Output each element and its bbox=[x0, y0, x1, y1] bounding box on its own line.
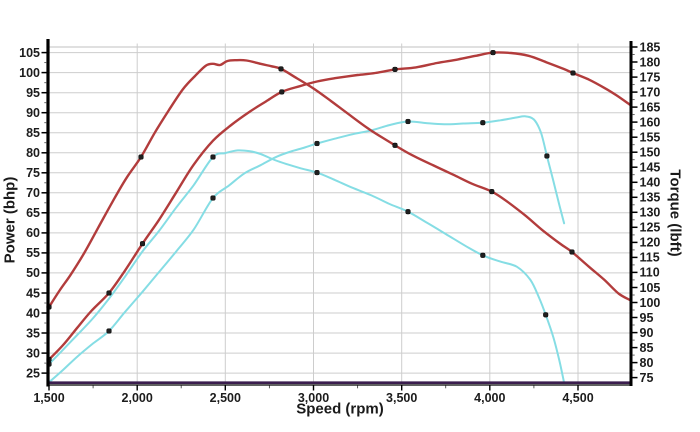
gridlines bbox=[48, 43, 630, 384]
svg-text:3,000: 3,000 bbox=[298, 391, 329, 405]
marker-tuned-torque bbox=[489, 189, 495, 195]
curve-tuned-power bbox=[47, 51, 632, 361]
marker-tuned-torque bbox=[278, 66, 284, 72]
svg-text:85: 85 bbox=[26, 126, 40, 140]
svg-text:75: 75 bbox=[26, 166, 40, 180]
svg-text:100: 100 bbox=[640, 296, 661, 310]
curve-standard-torque bbox=[48, 149, 566, 384]
marker-standard-torque bbox=[210, 154, 216, 160]
marker-standard-torque bbox=[314, 170, 320, 176]
marker-standard-power bbox=[314, 140, 320, 147]
svg-text:65: 65 bbox=[26, 206, 40, 220]
svg-text:100: 100 bbox=[19, 66, 40, 80]
svg-text:105: 105 bbox=[640, 281, 661, 295]
marker-standard-power bbox=[544, 153, 550, 159]
left-axis-ticks: 25 30 35 40 45 50 55 60 65 70 75 80 85 90 95 100 105 bbox=[19, 46, 47, 380]
svg-text:135: 135 bbox=[640, 191, 661, 205]
svg-text:70: 70 bbox=[26, 186, 40, 200]
svg-text:155: 155 bbox=[640, 131, 661, 145]
svg-text:25: 25 bbox=[26, 366, 40, 380]
svg-text:165: 165 bbox=[640, 100, 661, 114]
svg-text:60: 60 bbox=[26, 226, 40, 240]
x-axis-ticks: 1,500 2,000 2,500 3,000 3,500 4,000 4,500 bbox=[33, 385, 594, 405]
curve-tuned-torque bbox=[47, 58, 632, 309]
svg-text:4,000: 4,000 bbox=[474, 391, 505, 405]
svg-text:150: 150 bbox=[640, 146, 661, 160]
svg-text:1,500: 1,500 bbox=[33, 391, 64, 405]
svg-text:175: 175 bbox=[640, 70, 661, 84]
marker-standard-power bbox=[210, 195, 216, 201]
marker-tuned-torque bbox=[392, 142, 398, 148]
x-axis-title: Speed (rpm) bbox=[296, 400, 384, 418]
svg-text:130: 130 bbox=[640, 206, 661, 220]
svg-text:40: 40 bbox=[26, 306, 40, 320]
svg-text:145: 145 bbox=[640, 161, 661, 175]
svg-text:3,500: 3,500 bbox=[386, 391, 417, 405]
svg-text:30: 30 bbox=[26, 346, 40, 360]
marker-standard-torque bbox=[543, 312, 549, 318]
right-axis-title: Torque (lbft) bbox=[666, 169, 684, 257]
svg-text:2,500: 2,500 bbox=[210, 391, 241, 405]
marker-tuned-power bbox=[139, 241, 146, 247]
marker-standard-power bbox=[106, 328, 112, 334]
marker-tuned-torque bbox=[138, 154, 144, 160]
marker-standard-torque bbox=[480, 252, 486, 258]
marker-tuned-torque bbox=[569, 249, 575, 255]
svg-text:50: 50 bbox=[26, 266, 40, 280]
svg-text:110: 110 bbox=[640, 266, 660, 280]
svg-text:90: 90 bbox=[26, 106, 40, 120]
svg-text:95: 95 bbox=[640, 311, 654, 325]
left-axis-title: Power (bhp) bbox=[1, 176, 19, 264]
curve-standard-power bbox=[48, 115, 566, 384]
svg-text:140: 140 bbox=[640, 176, 661, 190]
marker-tuned-power bbox=[490, 50, 496, 56]
svg-text:45: 45 bbox=[26, 286, 40, 300]
svg-text:2,000: 2,000 bbox=[122, 391, 153, 405]
svg-text:170: 170 bbox=[640, 85, 661, 99]
marker-tuned-power bbox=[279, 89, 285, 95]
svg-text:85: 85 bbox=[640, 341, 654, 355]
right-axis-ticks: 7580859095100105110115120125130135140145… bbox=[632, 40, 660, 385]
svg-text:115: 115 bbox=[640, 251, 660, 265]
svg-text:35: 35 bbox=[26, 326, 40, 340]
marker-standard-torque bbox=[405, 209, 411, 215]
svg-text:95: 95 bbox=[26, 86, 40, 100]
svg-text:90: 90 bbox=[640, 326, 654, 340]
data-point-markers bbox=[46, 50, 576, 367]
svg-text:80: 80 bbox=[640, 356, 654, 370]
svg-text:120: 120 bbox=[640, 236, 661, 250]
svg-text:55: 55 bbox=[26, 246, 40, 260]
svg-text:75: 75 bbox=[640, 371, 654, 385]
marker-tuned-power bbox=[570, 70, 576, 76]
marker-standard-power bbox=[480, 120, 486, 126]
svg-text:180: 180 bbox=[640, 55, 661, 69]
svg-text:185: 185 bbox=[640, 40, 661, 54]
svg-text:4,500: 4,500 bbox=[562, 391, 593, 405]
svg-text:80: 80 bbox=[26, 146, 40, 160]
svg-text:125: 125 bbox=[640, 221, 661, 235]
marker-standard-power bbox=[405, 118, 411, 125]
marker-tuned-power bbox=[106, 290, 112, 296]
svg-text:160: 160 bbox=[640, 115, 661, 129]
svg-text:105: 105 bbox=[19, 46, 40, 60]
marker-tuned-power bbox=[392, 66, 398, 72]
